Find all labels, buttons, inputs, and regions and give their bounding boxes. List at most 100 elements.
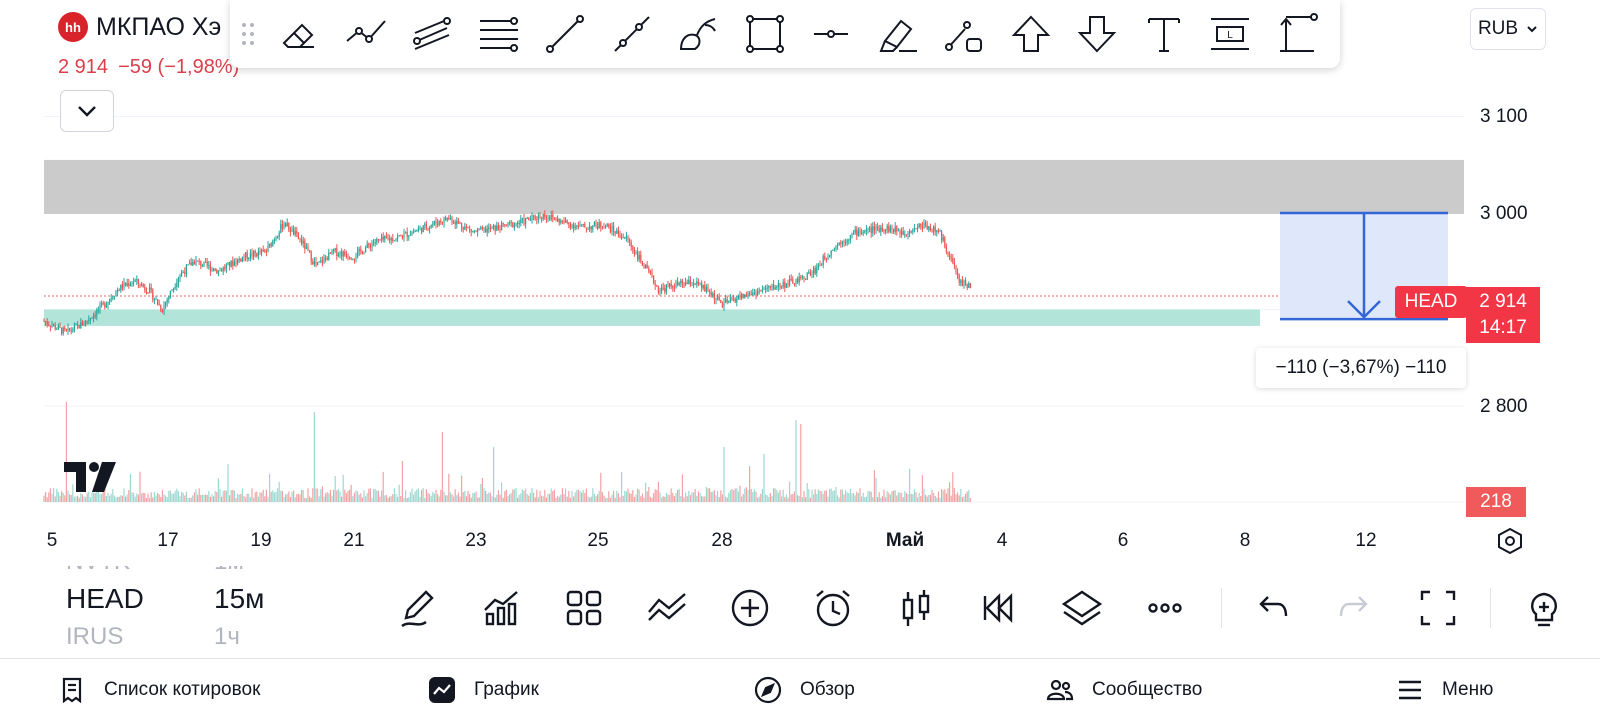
candle-body bbox=[625, 236, 627, 238]
arrow-up-tool[interactable] bbox=[998, 0, 1065, 68]
volume-bar bbox=[848, 493, 850, 502]
volume-bar bbox=[512, 489, 514, 502]
nav-chart[interactable]: График bbox=[428, 659, 539, 720]
redo-button[interactable] bbox=[1325, 578, 1385, 638]
candle-body bbox=[83, 324, 85, 326]
parallel-channel-tool[interactable] bbox=[399, 0, 466, 68]
chart-type-button[interactable] bbox=[886, 578, 946, 638]
highlighter-tool[interactable] bbox=[865, 0, 932, 68]
candle-body bbox=[640, 254, 642, 262]
symbol-header[interactable]: hh МКПАО Хэ bbox=[58, 12, 221, 42]
alert-button[interactable] bbox=[803, 578, 863, 638]
volume-bar bbox=[688, 490, 690, 502]
candle-body bbox=[798, 276, 800, 283]
resistance-zone[interactable] bbox=[44, 159, 1464, 214]
volume-bar bbox=[893, 490, 895, 502]
bottom-toolbar[interactable]: NVTK 1м HEAD 15м IRUS 1ч bbox=[0, 566, 1600, 658]
picker-symbol: HEAD bbox=[66, 583, 144, 614]
trend-angle-tool[interactable] bbox=[333, 0, 400, 68]
axis-settings-button[interactable] bbox=[1492, 523, 1528, 559]
drawing-toolbar[interactable]: L bbox=[230, 0, 1340, 68]
horizontal-lines-tool[interactable] bbox=[466, 0, 533, 68]
fullscreen-button[interactable] bbox=[1408, 578, 1468, 638]
collapse-legend-button[interactable] bbox=[60, 90, 114, 132]
symbol-interval-picker[interactable]: NVTK 1м HEAD 15м IRUS 1ч bbox=[66, 566, 326, 658]
volume-bar bbox=[347, 490, 349, 502]
drag-handle[interactable] bbox=[230, 0, 266, 68]
compare-button[interactable] bbox=[637, 578, 697, 638]
ideas-button[interactable] bbox=[1522, 578, 1566, 638]
eraser-tool[interactable] bbox=[266, 0, 333, 68]
volume-bar bbox=[46, 497, 48, 502]
candle-body bbox=[238, 258, 240, 260]
add-symbol-button[interactable] bbox=[720, 578, 780, 638]
nav-watchlist[interactable]: Список котировок bbox=[58, 659, 260, 720]
candle-body bbox=[352, 259, 354, 261]
candle-body bbox=[774, 287, 776, 290]
nav-menu[interactable]: Меню bbox=[1396, 659, 1493, 720]
layout-button[interactable] bbox=[554, 578, 614, 638]
candle-body bbox=[691, 284, 693, 286]
horizontal-ray-tool[interactable] bbox=[798, 0, 865, 68]
chart-area[interactable]: hh МКПАО Хэ 2 914 −59 (−1,98%) L RUB bbox=[0, 0, 1600, 560]
candle-body bbox=[478, 229, 480, 231]
candle-body bbox=[337, 254, 339, 256]
candle-body bbox=[161, 310, 163, 312]
volume-bar bbox=[661, 497, 663, 502]
price-label-tool[interactable] bbox=[931, 0, 998, 68]
add-circle-icon bbox=[731, 589, 769, 627]
volume-bar bbox=[905, 493, 907, 502]
picker-row-prev[interactable]: NVTK 1м bbox=[66, 566, 326, 576]
chart-canvas[interactable] bbox=[0, 0, 1600, 560]
volume-bar bbox=[147, 493, 149, 502]
price-range-tool[interactable] bbox=[1264, 0, 1331, 68]
volume-bar bbox=[670, 488, 672, 502]
price-note-tool[interactable]: L bbox=[1197, 0, 1264, 68]
volume-bar bbox=[891, 491, 893, 502]
volume-bar bbox=[912, 494, 914, 502]
candle-body bbox=[366, 243, 368, 249]
undo-button[interactable] bbox=[1242, 578, 1302, 638]
candle-body bbox=[621, 237, 623, 239]
volume-bar bbox=[734, 488, 736, 502]
candle-body bbox=[472, 231, 474, 233]
replay-button[interactable] bbox=[969, 578, 1029, 638]
brush-tool[interactable] bbox=[665, 0, 732, 68]
candle-body bbox=[249, 252, 251, 258]
picker-row-next[interactable]: IRUS 1ч bbox=[66, 623, 326, 651]
support-zone[interactable] bbox=[44, 309, 1260, 326]
more-button[interactable] bbox=[1135, 578, 1195, 638]
candle-body bbox=[169, 291, 171, 297]
drawing-tools-button[interactable] bbox=[388, 578, 448, 638]
rectangle-tool[interactable] bbox=[732, 0, 799, 68]
ray-tool[interactable] bbox=[599, 0, 666, 68]
volume-bar bbox=[461, 475, 463, 502]
bottom-navigation[interactable]: Список котировок График Обзор Сообщество… bbox=[0, 658, 1600, 720]
candle-body bbox=[651, 273, 653, 276]
volume-bar bbox=[72, 484, 74, 502]
layers-button[interactable] bbox=[1052, 578, 1112, 638]
candle-body bbox=[648, 268, 650, 272]
nav-overview[interactable]: Обзор bbox=[754, 659, 855, 720]
picker-row-current[interactable]: HEAD 15м bbox=[66, 583, 326, 615]
symbol-name[interactable]: МКПАО Хэ bbox=[96, 12, 222, 41]
currency-select[interactable]: RUB bbox=[1470, 8, 1546, 50]
volume-bar bbox=[280, 490, 282, 502]
candle-body bbox=[624, 237, 626, 239]
trend-line-tool[interactable] bbox=[532, 0, 599, 68]
currency-label: RUB bbox=[1477, 18, 1519, 39]
volume-bar bbox=[761, 488, 763, 502]
candle-body bbox=[65, 329, 67, 331]
candle-body bbox=[440, 220, 442, 223]
volume-bar bbox=[352, 496, 354, 502]
text-tool[interactable] bbox=[1131, 0, 1198, 68]
text-icon bbox=[1147, 18, 1180, 52]
volume-bar bbox=[472, 493, 474, 502]
volume-bar bbox=[515, 488, 517, 502]
nav-community[interactable]: Сообщество bbox=[1046, 659, 1202, 720]
candle-body bbox=[465, 226, 467, 228]
arrow-down-tool[interactable] bbox=[1064, 0, 1131, 68]
candle-body bbox=[817, 264, 819, 268]
volume-bar bbox=[203, 494, 205, 502]
indicators-button[interactable] bbox=[471, 578, 531, 638]
